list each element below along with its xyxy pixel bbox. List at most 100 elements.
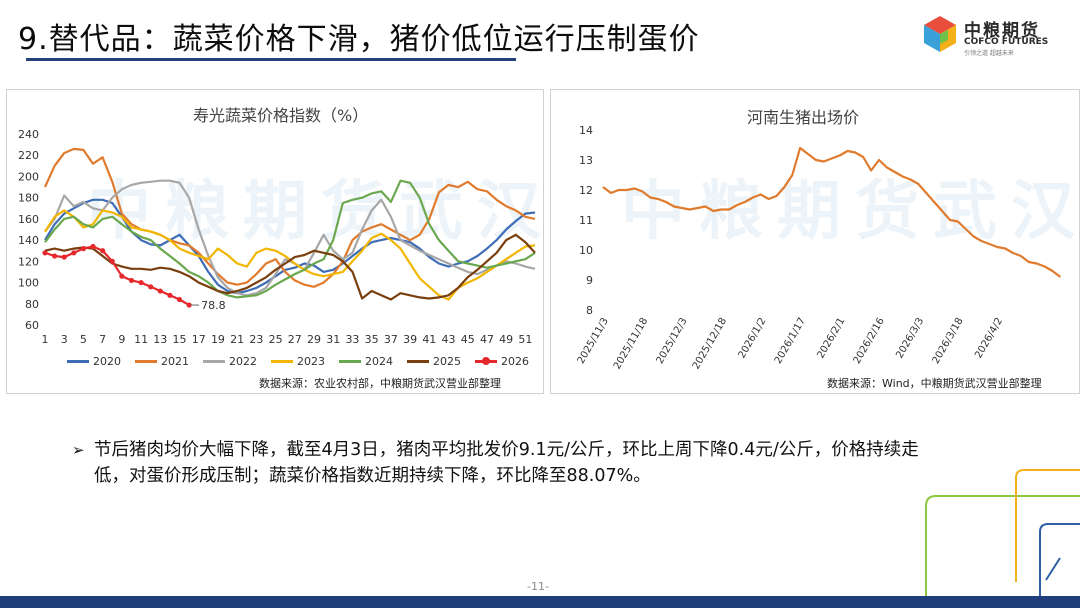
chart1-y-tick-label: 140 (18, 234, 39, 247)
chart1-x-tick-label: 49 (499, 333, 513, 346)
chart1-x-tick-label: 3 (61, 333, 68, 346)
bullet-text: 节后猪肉均价大幅下降，截至4月3日，猪肉平均批发价9.1元/公斤，环比上周下降0… (94, 440, 919, 486)
chart1-y-tick-label: 80 (25, 298, 39, 311)
chart2-y-tick-label: 14 (579, 124, 593, 137)
chart1-legend: 2020 2021 2022 2023 2024 2025 2026 (67, 355, 529, 368)
chart2-title: 河南生猪出场价 (747, 108, 860, 127)
chart1-x-tick-label: 5 (80, 333, 87, 346)
chart1-x-tick-label: 45 (461, 333, 475, 346)
page-number: -11- (527, 580, 549, 593)
chart1-x-tick-label: 35 (365, 333, 379, 346)
chart2-y-tick-label: 12 (579, 184, 593, 197)
logo-cn-text: 中粮期货 (964, 21, 1040, 41)
chart1-legend-swatch (203, 360, 225, 363)
chart1-x-tick-label: 17 (192, 333, 206, 346)
chart1-y-tick-label: 60 (25, 319, 39, 332)
chart1-title: 寿光蔬菜价格指数（%） (193, 106, 369, 125)
chart2-x-tick-label: 2025/11/3 (576, 316, 611, 366)
chart2-x-tick-label: 2026/3/3 (894, 316, 926, 360)
hog-price-chart-panel: 中粮期货武汉 河南生猪出场价 8 9 10 11 12 13 14 2025/11/3 2025… (550, 89, 1080, 394)
chart2-y-tick-label: 11 (579, 214, 593, 227)
chart1-legend-item: 2020 (67, 355, 121, 368)
chart1-point-2026 (109, 258, 115, 264)
chart2-x-tick-label: 2026/4/2 (973, 316, 1005, 360)
chart2-y-tick-label: 8 (586, 304, 593, 317)
chart2-x-tick-label: 2026/3/18 (931, 316, 966, 366)
chart1-annotation: 78.8 (201, 299, 226, 312)
chart2-y-tick-label: 10 (579, 244, 593, 257)
logo-en-text: COFCO FUTURES (964, 37, 1049, 47)
chart1-y-tick-label: 220 (18, 149, 39, 162)
chart1-point-2026 (157, 288, 163, 294)
chart1-x-tick-label: 39 (403, 333, 417, 346)
chart1-x-tick-label: 9 (118, 333, 125, 346)
logo-slogan: 引领之道 超越未来 (964, 50, 1014, 57)
chart1-y-tick-label: 240 (18, 128, 39, 141)
chart1-legend-swatch (67, 360, 89, 363)
chart1-x-tick-label: 37 (384, 333, 398, 346)
chart1-legend-swatch (135, 360, 157, 363)
chart2-x-tick-label: 2026/2/16 (852, 316, 887, 366)
chart1-point-2026 (80, 246, 87, 252)
chart1-legend-label: 2026 (501, 355, 529, 368)
arrow-bullet-icon: ➢ (72, 441, 85, 459)
chart1-point-2026 (167, 292, 173, 298)
chart1-legend-item: 2023 (271, 355, 325, 368)
chart1-point-2026 (90, 243, 96, 250)
chart1-point-2026 (119, 273, 125, 279)
chart1-legend-item: 2026 (475, 355, 529, 368)
chart1-legend-label: 2022 (229, 355, 257, 368)
chart1-x-tick-label: 43 (442, 333, 456, 346)
chart1-series-line-2026 (44, 245, 190, 307)
chart1-point-2026 (148, 284, 154, 290)
logo-mark-icon (924, 16, 956, 52)
chart1-x-tick-label: 23 (249, 333, 263, 346)
chart1-series-line-2025 (44, 233, 536, 301)
chart1-x-tick-label: 27 (288, 333, 302, 346)
chart1-point-2026 (42, 250, 48, 256)
chart1-legend-marker (482, 357, 490, 365)
chart1-x-tick-label: 11 (134, 333, 148, 346)
chart1-x-tick-label: 7 (99, 333, 106, 346)
chart1-y-tick-label: 100 (18, 277, 39, 290)
chart1-legend-item: 2024 (339, 355, 393, 368)
chart1-legend-swatch (339, 360, 361, 363)
chart1-x-tick-label: 29 (307, 333, 321, 346)
chart1-x-tick-label: 41 (422, 333, 436, 346)
chart1-point-2026 (61, 254, 67, 260)
chart1-point-2026 (100, 248, 106, 254)
chart1-y-tick-label: 200 (18, 170, 39, 183)
footer-bar (0, 596, 1080, 608)
chart1-legend-swatch (271, 360, 293, 363)
chart1-x-tick-label: 25 (269, 333, 283, 346)
chart1-point-2026 (186, 302, 192, 308)
chart2-x-tick-label: 2025/12/18 (691, 316, 729, 371)
chart2-y-tick-label: 13 (579, 154, 593, 167)
chart1-x-tick-label: 47 (480, 333, 494, 346)
chart1-legend-label: 2023 (297, 355, 325, 368)
chart2-x-tick-label: 2025/11/18 (612, 316, 650, 371)
chart1-x-tick-label: 1 (42, 333, 49, 346)
chart1-legend-item: 2022 (203, 355, 257, 368)
chart1-x-tick-label: 33 (345, 333, 359, 346)
chart1-legend-label: 2020 (93, 355, 121, 368)
chart2-source: 数据来源：Wind，中粮期货武汉营业部整理 (827, 377, 1042, 390)
chart1-x-tick-label: 51 (518, 333, 532, 346)
chart1-series-line-2023 (44, 209, 536, 301)
chart1-legend-item: 2025 (407, 355, 461, 368)
chart1-point-2026 (52, 253, 58, 259)
chart1-legend-item: 2021 (135, 355, 189, 368)
chart1-y-tick-label: 180 (18, 192, 39, 205)
chart1-x-tick-label: 31 (326, 333, 340, 346)
chart1-legend-label: 2025 (433, 355, 461, 368)
chart1-point-2026 (138, 279, 144, 286)
chart1-series-line-2022 (44, 179, 536, 297)
page-title: 9.替代品：蔬菜价格下滑，猪价低位运行压制蛋价 (18, 22, 700, 57)
decorative-frames (925, 469, 1080, 596)
chart1-series-line-2024 (44, 179, 536, 299)
chart1-source: 数据来源：农业农村部，中粮期货武汉营业部整理 (259, 377, 501, 390)
vegetable-index-chart-panel: 中粮期货武汉 寿光蔬菜价格指数（%） 60 80 100 120 140 160 180 20… (6, 89, 544, 394)
chart1-point-2026 (176, 296, 183, 303)
chart1-legend-label: 2024 (365, 355, 393, 368)
